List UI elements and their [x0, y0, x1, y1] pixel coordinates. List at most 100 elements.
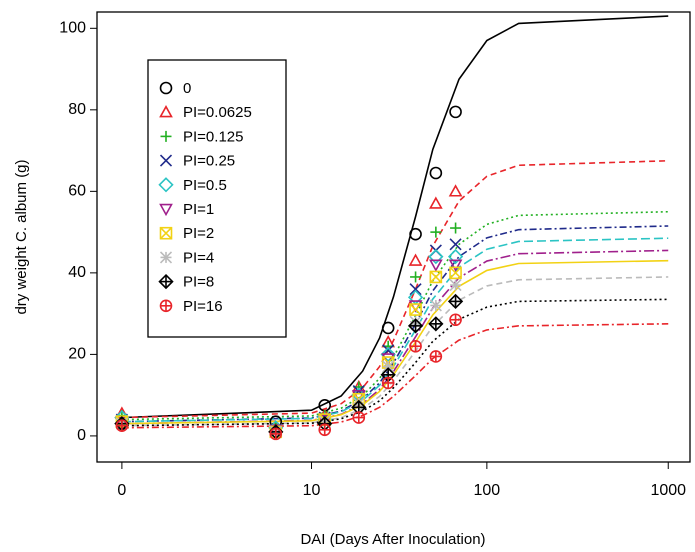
fit-curve: [121, 323, 669, 429]
legend-label: 0: [183, 80, 191, 97]
legend-marker: [159, 226, 173, 240]
point: [115, 419, 129, 433]
marker-part: [158, 177, 174, 193]
marker-part: [159, 226, 173, 240]
point: [449, 105, 462, 119]
point: [409, 283, 422, 296]
fit-curve: [121, 15, 669, 419]
point: [449, 313, 462, 327]
marker-part: [429, 196, 443, 209]
legend-label: PI=0.125: [183, 128, 243, 145]
point: [428, 248, 444, 265]
marker-part: [429, 270, 442, 284]
point: [410, 271, 422, 283]
y-tick-label: 80: [68, 101, 86, 118]
legend-marker: [159, 81, 173, 95]
y-axis-title: dry weight C. album (g): [13, 159, 30, 314]
fit-curve: [121, 210, 669, 421]
marker-part: [429, 166, 443, 180]
plot-frame: [96, 11, 691, 463]
point: [449, 266, 462, 280]
marker-part: [449, 266, 462, 280]
legend-label: PI=2: [183, 225, 214, 242]
point: [407, 318, 424, 334]
legend-label: PI=8: [183, 274, 214, 291]
marker-part: [429, 270, 443, 284]
fit-curve: [121, 276, 669, 427]
marker-part: [159, 154, 173, 167]
marker-part: [159, 105, 173, 118]
marker-part: [409, 303, 422, 316]
point: [430, 226, 442, 238]
marker-part: [409, 283, 422, 296]
legend-label: PI=4: [183, 249, 214, 266]
marker-part: [448, 259, 463, 272]
y-tick-label: 100: [59, 20, 86, 37]
y-tick-label: 20: [68, 346, 86, 363]
marker-part: [429, 299, 442, 312]
legend-label: PI=16: [183, 298, 223, 315]
marker-part: [428, 248, 444, 265]
point: [269, 427, 283, 441]
marker-part: [409, 303, 422, 316]
fit-curve: [121, 237, 669, 423]
legend-marker: [160, 130, 172, 142]
point: [449, 279, 462, 292]
marker-part: [449, 266, 462, 279]
point: [408, 253, 423, 266]
legend-marker: [159, 154, 173, 167]
marker-part: [447, 248, 464, 265]
legend-marker: [159, 299, 173, 313]
point: [450, 222, 462, 234]
x-tick-label: 0: [117, 482, 126, 499]
point: [449, 238, 462, 251]
legend-label: PI=1: [183, 201, 214, 218]
marker-part: [447, 293, 464, 310]
y-tick-label: 60: [68, 183, 86, 200]
point: [448, 184, 463, 197]
point: [352, 411, 366, 424]
legend-marker: [159, 251, 173, 264]
marker-part: [449, 105, 462, 119]
point: [429, 166, 443, 180]
legend-marker: [159, 105, 173, 118]
x-tick-label: 1000: [650, 482, 686, 499]
point: [380, 346, 396, 363]
marker-part: [449, 279, 462, 292]
legend-marker: [159, 203, 173, 217]
y-tick-label: 40: [68, 264, 86, 281]
legend-marker: [158, 177, 174, 193]
marker-part: [159, 227, 173, 240]
marker-part: [448, 184, 463, 197]
x-axis-title: DAI (Days After Inoculation): [300, 531, 485, 548]
point: [318, 423, 332, 437]
marker-part: [407, 318, 424, 334]
point: [429, 196, 443, 209]
marker-part: [408, 253, 423, 266]
point: [429, 259, 443, 272]
fit-curve: [121, 259, 669, 425]
point: [381, 376, 395, 390]
legend-box: [147, 59, 287, 338]
marker-part: [449, 238, 462, 251]
marker-part: [380, 346, 396, 363]
marker-part: [382, 360, 395, 373]
legend-label: PI=0.0625: [183, 104, 252, 121]
fit-curve: [121, 159, 669, 419]
x-tick-label: 10: [303, 482, 321, 499]
marker-part: [409, 227, 422, 241]
point: [447, 293, 464, 310]
marker-part: [381, 321, 395, 335]
legend-marker: [158, 273, 174, 290]
legend-label: PI=0.5: [183, 177, 227, 194]
point: [409, 303, 422, 316]
point: [429, 299, 442, 312]
point: [429, 350, 443, 363]
point: [429, 270, 443, 284]
marker-part: [159, 203, 173, 217]
point: [428, 316, 444, 332]
point: [447, 248, 464, 265]
point: [409, 227, 422, 241]
marker-part: [159, 251, 173, 264]
